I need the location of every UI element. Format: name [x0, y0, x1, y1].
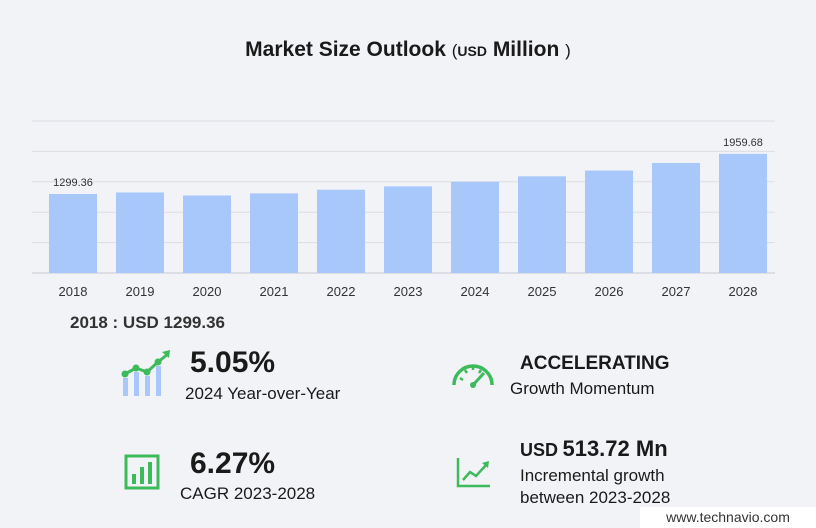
title-open-paren: (: [451, 41, 458, 60]
base-year-summary: 2018 : USD 1299.36: [70, 313, 225, 332]
bar-2025: [518, 176, 566, 273]
title-scale: Million: [492, 38, 560, 61]
x-tick-label-2025: 2025: [528, 284, 557, 299]
data-label-2028: 1959.68: [723, 137, 763, 149]
bar-chart-icon: [124, 454, 160, 490]
yoy-value: 5.05%: [190, 346, 276, 379]
incremental-unit: USD: [520, 440, 559, 460]
x-tick-label-2023: 2023: [394, 284, 423, 299]
bar-2027: [652, 162, 700, 273]
title-main: Market Size Outlook: [245, 38, 446, 61]
x-tick-label-2024: 2024: [461, 284, 490, 299]
cagr-label: CAGR 2023-2028: [180, 484, 316, 503]
bar-2019: [116, 192, 164, 273]
incremental-value: USD 513.72 Mn: [520, 436, 668, 462]
bar-chart-growth-icon: [121, 350, 170, 396]
incremental-label-2: between 2023-2028: [520, 488, 671, 507]
x-tick-label-2018: 2018: [59, 284, 88, 299]
yoy-label: 2024 Year-over-Year: [185, 384, 341, 403]
incremental-amount: 513.72 Mn: [562, 436, 668, 461]
title-close-paren: ): [565, 41, 571, 60]
momentum-label: Growth Momentum: [510, 379, 655, 398]
incremental-label-1: Incremental growth: [520, 466, 665, 485]
bar-2026: [585, 170, 633, 273]
bar-2022: [317, 189, 365, 273]
cagr-value: 6.27%: [190, 447, 276, 480]
speedometer-icon: [452, 364, 494, 388]
momentum-value: ACCELERATING: [520, 353, 670, 374]
x-tick-label-2027: 2027: [662, 284, 691, 299]
bar-2020: [183, 195, 231, 273]
x-tick-label-2028: 2028: [729, 284, 758, 299]
source-link[interactable]: www.technavio.com: [640, 507, 816, 528]
bar-2018: [49, 193, 97, 273]
chart-title: Market Size Outlook (USD Million ): [0, 38, 816, 62]
bar-2021: [250, 193, 298, 273]
bar-2023: [384, 186, 432, 273]
x-tick-label-2019: 2019: [126, 284, 155, 299]
x-tick-label-2021: 2021: [260, 284, 289, 299]
trend-line-icon: [456, 458, 490, 488]
x-tick-label-2026: 2026: [595, 284, 624, 299]
bar-2024: [451, 181, 499, 273]
x-tick-label-2020: 2020: [193, 284, 222, 299]
title-unit: USD: [457, 43, 487, 59]
bar-2028: [719, 153, 767, 273]
data-label-2018: 1299.36: [53, 177, 93, 189]
bar-chart: 2018 1299.36 2019 2020 2021 2022 2023 2024 2025 2…: [32, 120, 775, 299]
x-tick-label-2022: 2022: [327, 284, 356, 299]
